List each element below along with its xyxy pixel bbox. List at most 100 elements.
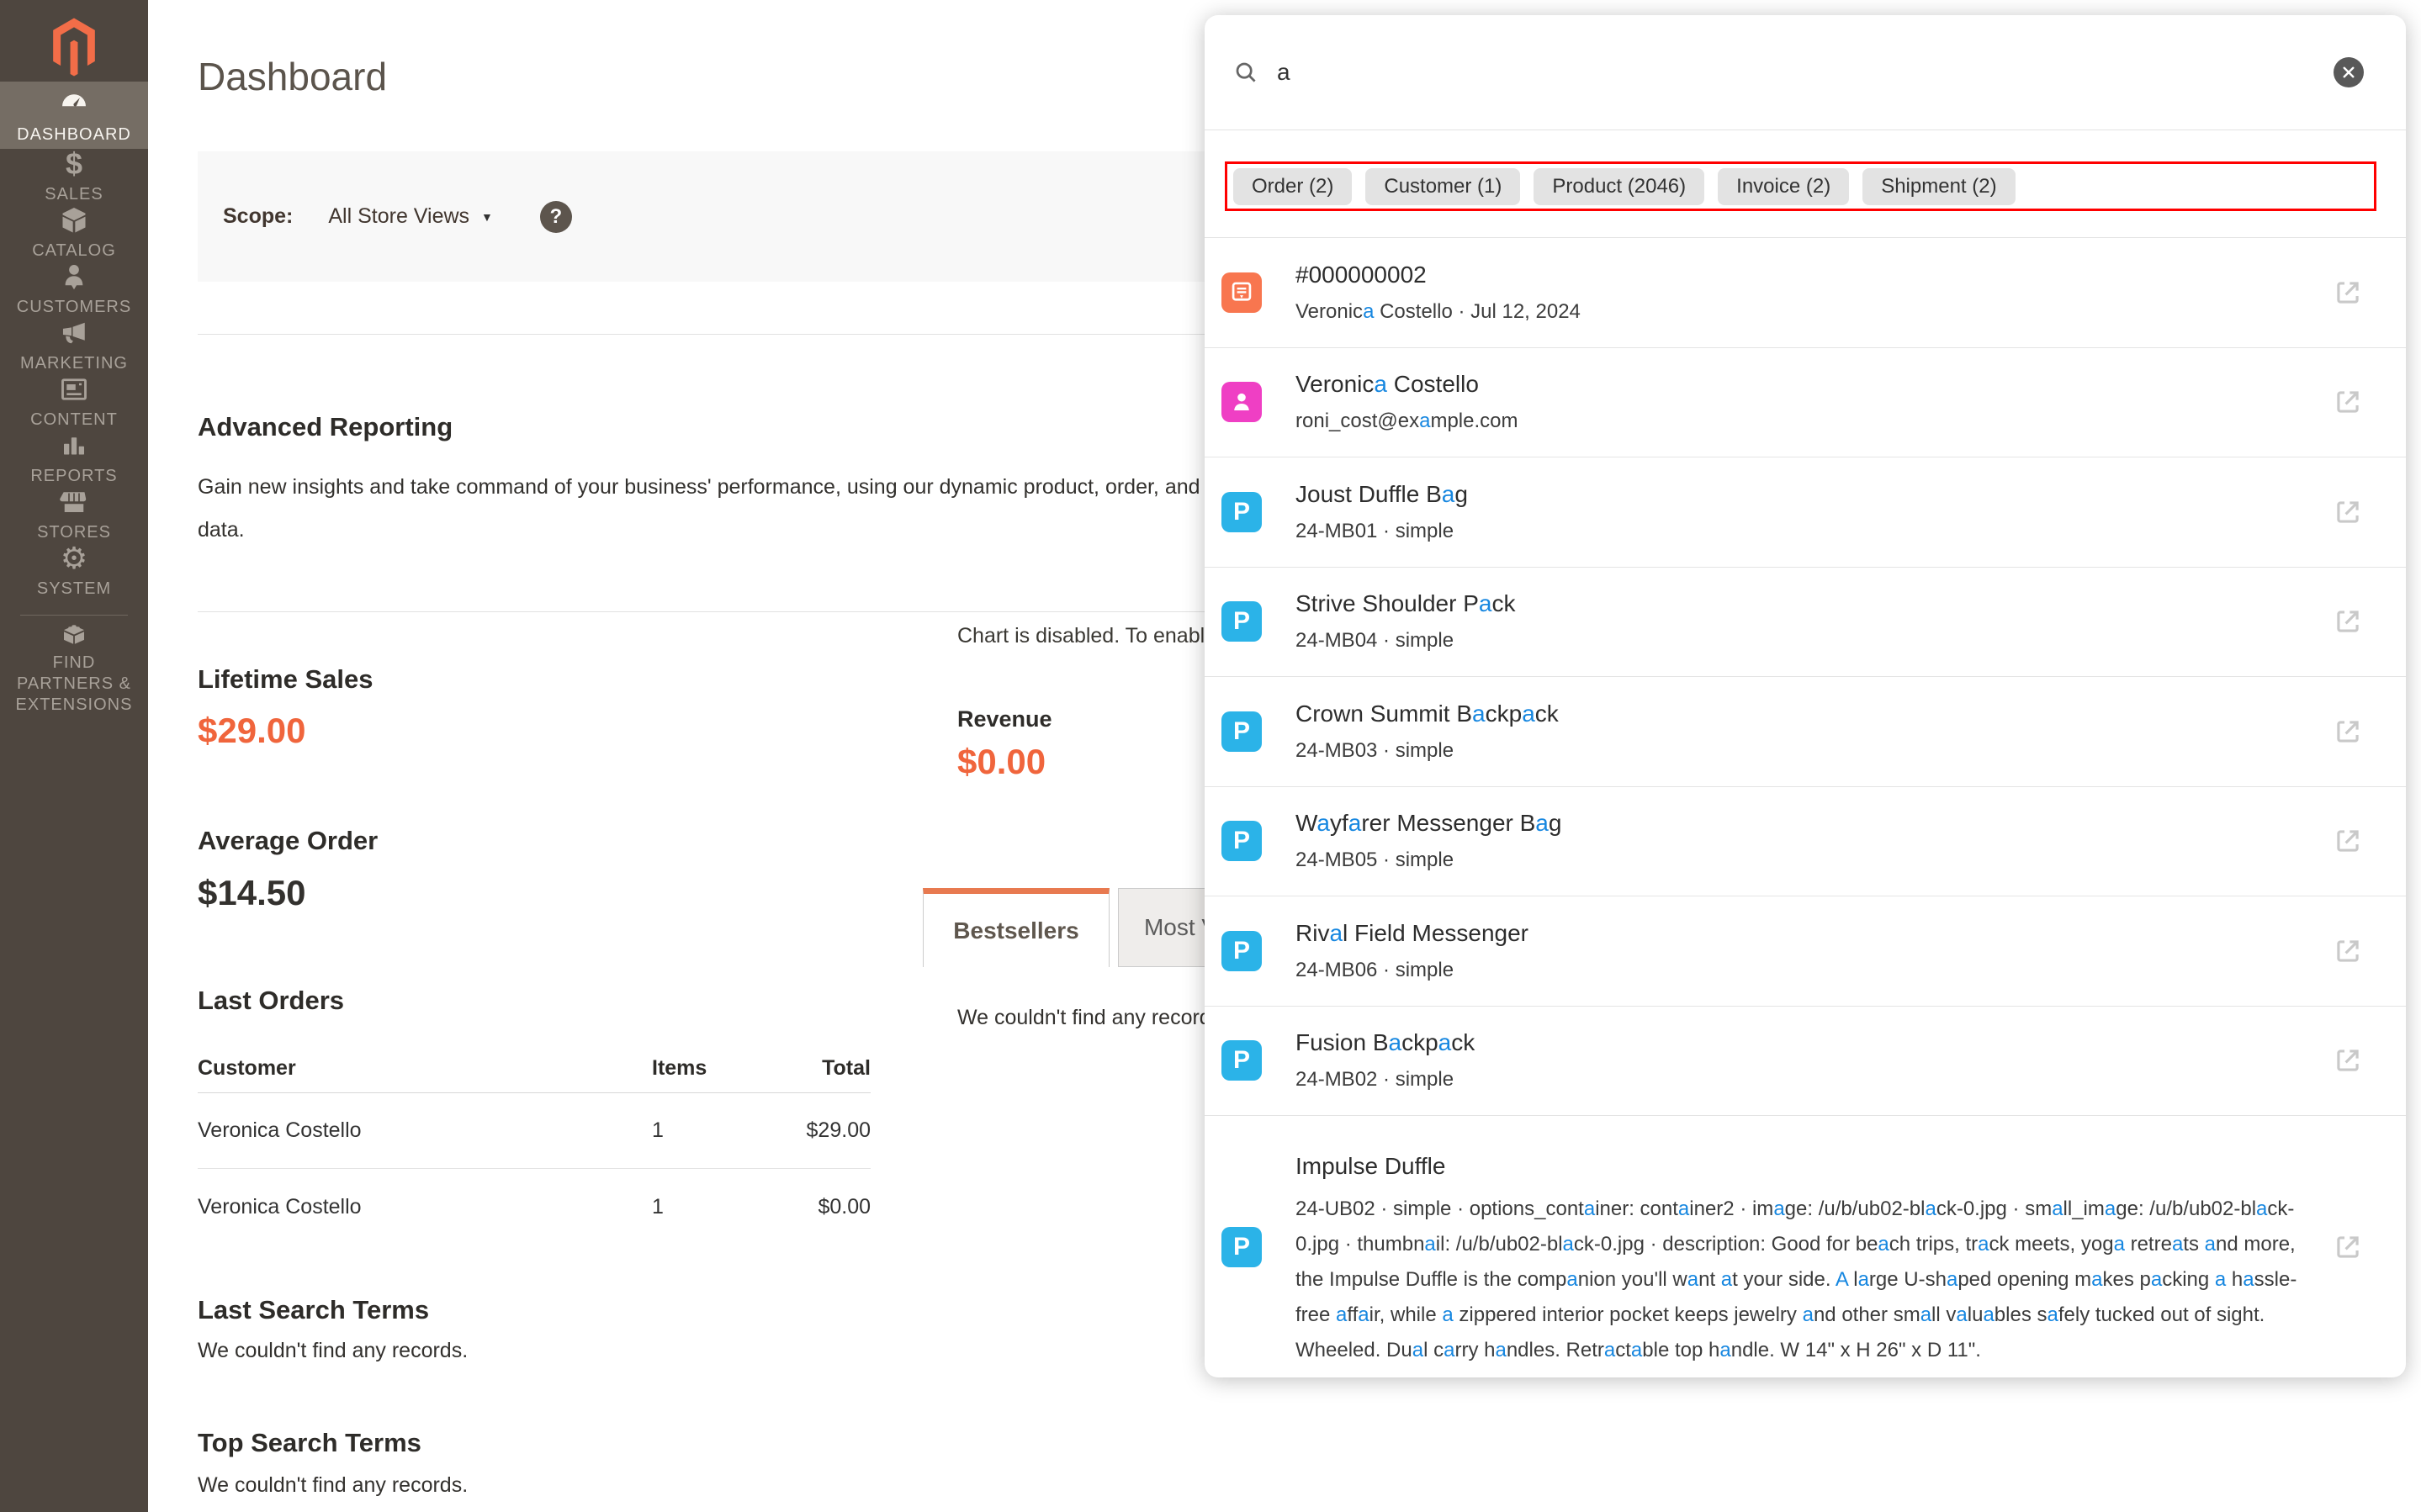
tab-bestsellers[interactable]: Bestsellers [923,888,1110,967]
table-header: Customer Items Total [198,1044,871,1093]
admin-sidebar: DASHBOARD $ SALES CATALOG CUSTOMERS MARKETING… [0,0,148,1512]
search-filter-chip[interactable]: Customer (1) [1365,167,1521,205]
customer-icon [1221,382,1262,423]
column-header-total: Total [822,1056,871,1080]
magento-logo[interactable] [0,0,148,82]
result-title: Joust Duffle Bag [1295,480,1468,507]
result-text: Strive Shoulder Pack 24-MB04 · simple [1295,590,2315,653]
sidebar-item-system[interactable]: ⚙ SYSTEM [0,543,148,600]
result-subtitle: 24-MB05 · simple [1295,849,1454,872]
search-filter-chip[interactable]: Invoice (2) [1718,167,1850,205]
last-search-terms-empty: We couldn't find any records. [198,1339,469,1362]
sidebar-item-label: MARKETING [20,354,128,373]
product-icon: P [1221,711,1262,752]
result-subtitle: 24-MB04 · simple [1295,629,1454,653]
result-text: Joust Duffle Bag 24-MB01 · simple [1295,481,2315,543]
sidebar-item-label: DASHBOARD [17,124,131,144]
result-title: #000000002 [1295,261,1427,288]
bar-chart-icon [57,431,91,461]
open-in-new-icon[interactable] [2332,1044,2364,1076]
person-icon [57,262,91,292]
column-header-customer: Customer [198,1056,296,1080]
lifetime-sales-value: $29.00 [198,711,306,750]
sidebar-item-catalog[interactable]: CATALOG [0,205,148,262]
sidebar-item-dashboard[interactable]: DASHBOARD [0,82,148,149]
gear-icon: ⚙ [60,541,88,575]
search-filter-chip[interactable]: Product (2046) [1534,167,1705,205]
open-in-new-icon[interactable] [2332,716,2364,748]
sidebar-item-find-partners[interactable]: FIND PARTNERS & EXTENSIONS [0,624,148,714]
chevron-down-icon: ▼ [481,209,493,224]
sidebar-item-customers[interactable]: CUSTOMERS [0,262,148,318]
revenue-value: $0.00 [957,742,1046,781]
open-in-new-icon[interactable] [2332,277,2364,309]
search-result-row[interactable]: P Joust Duffle Bag 24-MB01 · simple [1205,457,2406,568]
result-text: Rival Field Messenger 24-MB06 · simple [1295,920,2315,982]
column-header-items: Items [652,1056,707,1080]
result-text: Impulse Duffle 24-UB02 · simple · options… [1295,1116,2315,1377]
layout-icon [57,374,91,404]
sidebar-item-label: FIND PARTNERS & EXTENSIONS [15,653,133,714]
cell-items: 1 [652,1118,664,1142]
result-title: Veronica Costello [1295,371,1479,398]
open-in-new-icon[interactable] [2332,605,2364,637]
box-icon [57,205,91,235]
table-row[interactable]: Veronica Costello 1 $0.00 [198,1169,871,1245]
result-text: Wayfarer Messenger Bag 24-MB05 · simple [1295,810,2315,872]
search-input[interactable]: a [1277,59,1290,85]
search-result-row[interactable]: P Crown Summit Backpack 24-MB03 · simple [1205,677,2406,787]
cell-customer: Veronica Costello [198,1194,362,1219]
sidebar-item-label: SALES [45,185,103,204]
search-result-row[interactable]: Veronica Costello roni_cost@example.com [1205,348,2406,457]
search-filter-chip[interactable]: Shipment (2) [1862,167,2016,205]
average-order-label: Average Order [198,826,379,855]
search-result-row[interactable]: P Wayfarer Messenger Bag 24-MB05 · simple [1205,787,2406,896]
sidebar-item-label: REPORTS [30,467,118,485]
top-search-terms-title: Top Search Terms [198,1428,421,1457]
sidebar-item-marketing[interactable]: MARKETING [0,318,148,374]
search-filter-chip[interactable]: Order (2) [1233,167,1353,205]
advanced-reporting-title: Advanced Reporting [198,412,453,441]
megaphone-icon [57,318,91,348]
table-row[interactable]: Veronica Costello 1 $29.00 [198,1093,871,1169]
search-result-row[interactable]: #000000002 Veronica Costello · Jul 12, 20… [1205,238,2406,348]
open-in-new-icon[interactable] [2332,1231,2364,1263]
page-title: Dashboard [198,55,388,98]
bestsellers-empty: We couldn't find any records. [957,1006,1228,1029]
sidebar-divider [20,615,128,616]
global-search-panel: a Order (2) Customer (1) Product (2046) Inv… [1205,15,2406,1377]
product-icon: P [1221,821,1262,862]
result-title: Rival Field Messenger [1295,919,1529,946]
question-icon[interactable]: ? [539,200,572,233]
result-text: #000000002 Veronica Costello · Jul 12, 20… [1295,262,2315,324]
cell-total: $0.00 [818,1194,871,1219]
sidebar-item-label: CUSTOMERS [16,298,132,316]
scope-value: All Store Views [328,204,470,228]
search-result-row[interactable]: P Strive Shoulder Pack 24-MB04 · simple [1205,568,2406,677]
table-body: Veronica Costello 1 $29.00 Veronica Costell… [198,1093,871,1245]
result-title: Strive Shoulder Pack [1295,590,1516,617]
sidebar-item-content[interactable]: CONTENT [0,374,148,431]
sidebar-item-label: CONTENT [30,410,118,429]
search-result-row[interactable]: P Rival Field Messenger 24-MB06 · simple [1205,896,2406,1007]
store-view-switcher[interactable]: All Store Views ▼ [328,204,493,229]
close-icon[interactable] [2334,57,2364,87]
open-in-new-icon[interactable] [2332,825,2364,857]
advanced-reporting-description-cont: data. [198,518,245,542]
sidebar-item-stores[interactable]: STORES [0,487,148,543]
sidebar-item-reports[interactable]: REPORTS [0,431,148,487]
open-in-new-icon[interactable] [2332,935,2364,967]
search-result-row[interactable]: P Fusion Backpack 24-MB02 · simple [1205,1007,2406,1116]
open-in-new-icon[interactable] [2332,386,2364,418]
last-orders-title: Last Orders [198,986,345,1015]
last-search-terms-title: Last Search Terms [198,1295,430,1324]
open-in-new-icon[interactable] [2332,496,2364,528]
result-subtitle: 24-MB01 · simple [1295,519,1454,542]
dollar-icon: $ [65,146,83,181]
search-result-row[interactable]: P Impulse Duffle 24-UB02 · simple · option… [1205,1116,2406,1377]
last-orders-table: Customer Items Total Veronica Costello 1 $… [198,1044,871,1245]
search-filter-row: Order (2) Customer (1) Product (2046) Invoi… [1205,130,2406,238]
cell-items: 1 [652,1194,664,1219]
sidebar-item-sales[interactable]: $ SALES [0,149,148,205]
